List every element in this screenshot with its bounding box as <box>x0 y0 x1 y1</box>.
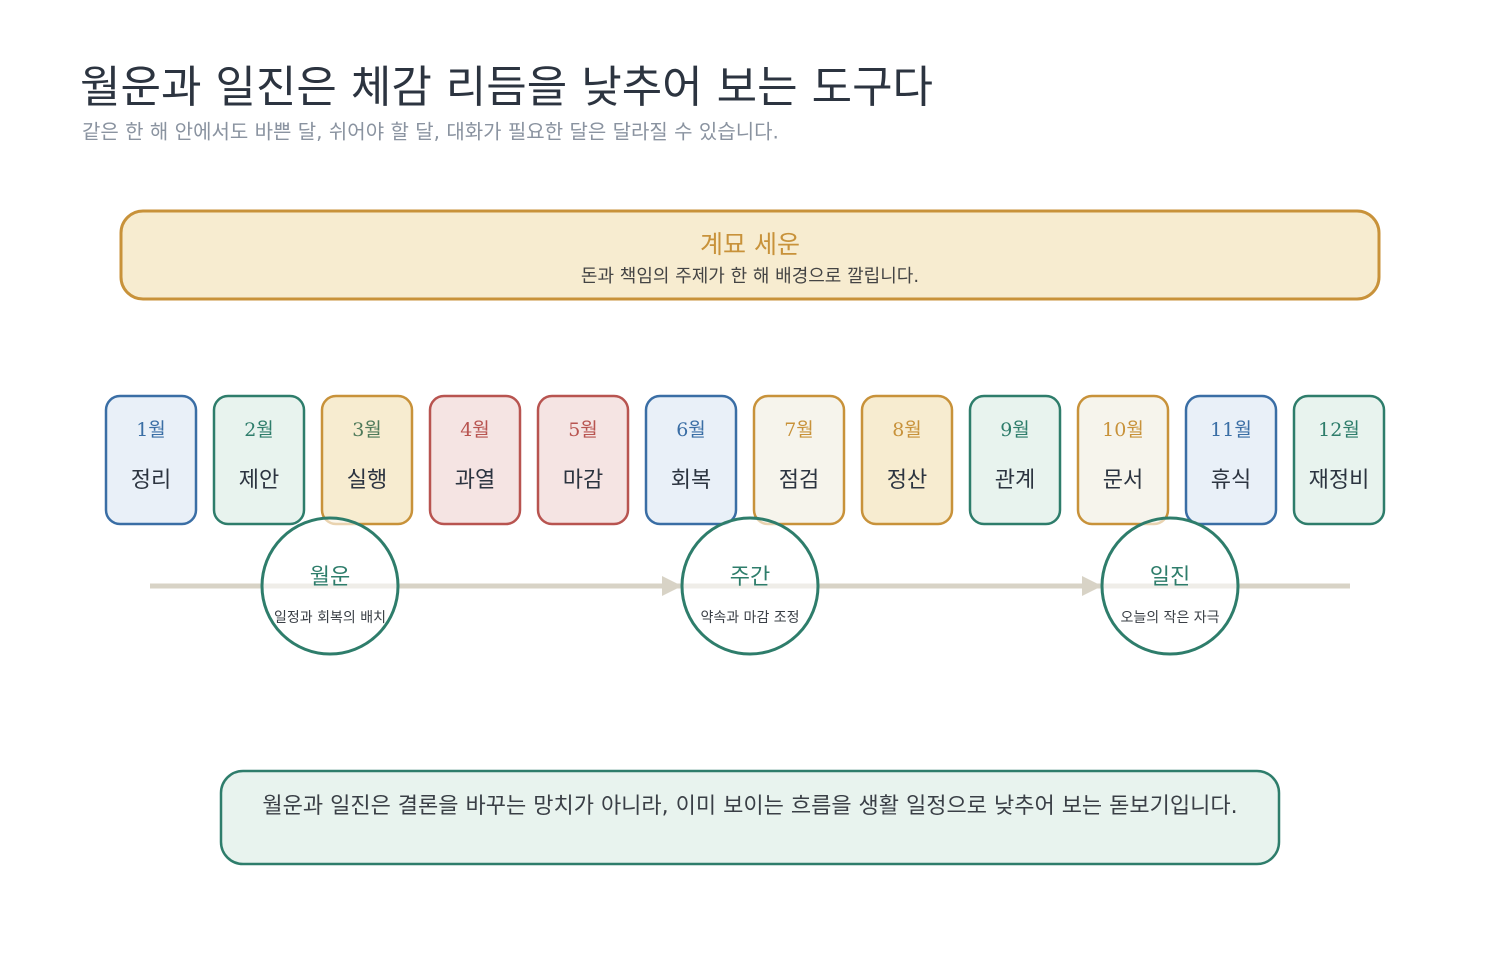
month-card <box>536 394 630 526</box>
month-card <box>1292 394 1386 526</box>
month-label: 12월 <box>1318 419 1360 441</box>
month-label: 6월 <box>676 419 706 441</box>
stage-title: 월운 <box>310 565 350 590</box>
stage-circle <box>1100 516 1240 656</box>
month-name: 정산 <box>887 468 927 493</box>
month-card <box>860 394 954 526</box>
month-name: 정리 <box>131 468 171 493</box>
month-label: 5월 <box>568 419 598 441</box>
stage-circle <box>680 516 820 656</box>
month-name: 실행 <box>347 468 387 493</box>
month-label: 3월 <box>352 419 382 441</box>
stage-description: 오늘의 작은 자극 <box>1120 610 1219 626</box>
month-card <box>104 394 198 526</box>
footer-box <box>219 769 1281 866</box>
month-name: 재정비 <box>1309 468 1370 493</box>
month-name: 과열 <box>455 468 495 493</box>
month-name: 제안 <box>239 468 279 493</box>
month-label: 8월 <box>892 419 922 441</box>
month-card <box>320 394 414 526</box>
month-label: 2월 <box>244 419 274 441</box>
banner <box>119 209 1381 301</box>
month-label: 1월 <box>136 419 166 441</box>
month-card <box>1076 394 1170 526</box>
subtitle: 같은 한 해 안에서도 바쁜 달, 쉬어야 할 달, 대화가 필요한 달은 달라… <box>82 120 779 144</box>
month-name: 마감 <box>563 468 603 493</box>
month-label: 7월 <box>784 419 814 441</box>
month-card <box>752 394 846 526</box>
stage-description: 약속과 마감 조정 <box>700 610 799 626</box>
stage-title: 일진 <box>1150 565 1190 590</box>
month-card <box>212 394 306 526</box>
month-name: 관계 <box>995 468 1035 493</box>
month-label: 4월 <box>460 419 490 441</box>
month-card <box>428 394 522 526</box>
stage-title: 주간 <box>730 565 770 590</box>
month-card <box>968 394 1062 526</box>
banner-title: 계묘 세운 <box>700 230 800 259</box>
arrow <box>662 576 682 596</box>
stage-circle <box>260 516 400 656</box>
month-card <box>1184 394 1278 526</box>
month-name: 점검 <box>779 468 819 493</box>
month-card <box>644 394 738 526</box>
title: 월운과 일진은 체감 리듬을 낮추어 보는 도구다 <box>80 62 933 113</box>
month-label: 10월 <box>1102 419 1144 441</box>
footer-text: 월운과 일진은 결론을 바꾸는 망치가 아니라, 이미 보이는 흐름을 생활 일… <box>262 794 1238 819</box>
month-name: 회복 <box>671 468 711 493</box>
banner-subtitle: 돈과 책임의 주제가 한 해 배경으로 깔립니다. <box>581 266 919 287</box>
arrow <box>1082 576 1102 596</box>
month-label: 9월 <box>1000 419 1030 441</box>
month-name: 문서 <box>1103 468 1143 493</box>
stage-description: 일정과 회복의 배치 <box>274 610 386 626</box>
month-label: 11월 <box>1210 419 1252 441</box>
month-name: 휴식 <box>1211 468 1251 493</box>
